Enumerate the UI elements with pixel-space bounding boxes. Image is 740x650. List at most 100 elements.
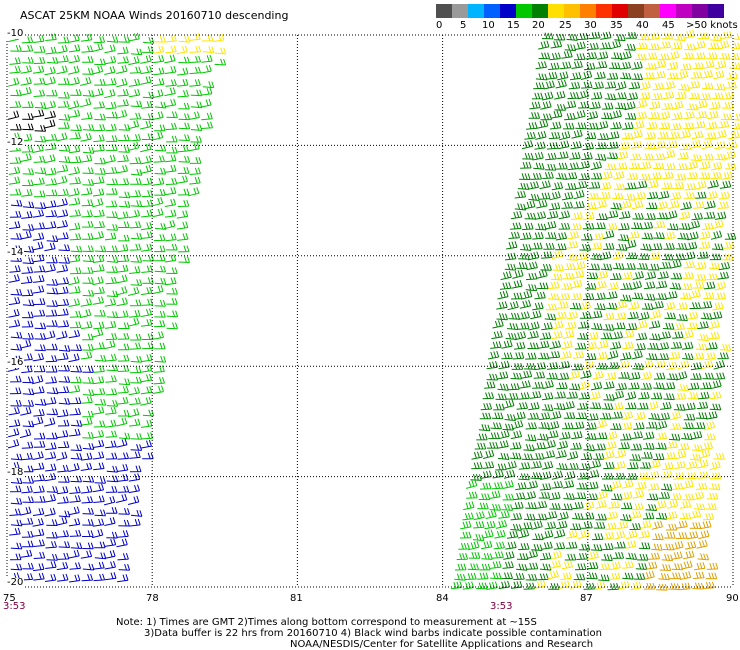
wind-barb: [628, 162, 641, 170]
wind-barb: [92, 296, 104, 305]
wind-barb: [152, 89, 164, 99]
wind-barb: [118, 221, 130, 228]
wind-barb: [645, 62, 657, 70]
wind-barb: [537, 352, 550, 360]
wind-barbs: [7, 29, 740, 591]
wind-barb: [8, 176, 21, 185]
wind-barb: [603, 242, 615, 250]
wind-barb: [21, 441, 34, 449]
wind-barb: [545, 510, 558, 520]
wind-barb: [686, 531, 699, 540]
wind-barb: [153, 365, 165, 373]
wind-barb: [683, 111, 695, 120]
wind-barb: [620, 513, 632, 522]
wind-barb: [93, 264, 105, 273]
wind-barb: [94, 354, 107, 362]
legend-color-block: [500, 4, 516, 18]
wind-barb: [643, 442, 655, 450]
wind-barb: [608, 131, 620, 140]
wind-barb: [106, 188, 118, 195]
wind-barb: [10, 343, 23, 351]
wind-barb: [69, 562, 81, 570]
wind-barb: [21, 530, 34, 538]
wind-barb: [538, 491, 551, 499]
wind-barb: [594, 302, 606, 311]
wind-barb: [140, 419, 153, 428]
wind-barb: [105, 101, 117, 110]
wind-barb: [46, 278, 58, 286]
wind-barb: [566, 311, 579, 320]
wind-barb: [674, 460, 686, 469]
wind-barb: [9, 387, 22, 395]
wind-barb: [46, 553, 58, 561]
wind-barb: [577, 332, 589, 340]
wind-barb: [663, 301, 676, 311]
wind-barb: [32, 507, 45, 516]
wind-barb: [551, 480, 563, 489]
wind-barb: [79, 308, 92, 319]
wind-barb: [46, 287, 59, 295]
wind-barb: [82, 124, 95, 131]
wind-barb: [533, 371, 546, 379]
wind-barb: [525, 272, 538, 281]
wind-barb: [684, 182, 696, 191]
wind-barb: [93, 420, 106, 428]
wind-barb: [558, 140, 570, 150]
wind-barb: [708, 262, 721, 270]
lon-label: 75: [3, 593, 16, 604]
wind-barb: [93, 462, 105, 471]
wind-barb: [33, 551, 46, 559]
wind-barb: [605, 522, 617, 530]
wind-barb: [566, 241, 579, 249]
wind-barb: [33, 309, 46, 317]
wind-barb: [130, 48, 143, 56]
wind-barb: [708, 331, 720, 340]
wind-barb: [682, 352, 694, 361]
wind-barb: [517, 529, 530, 539]
note-line-3: NOAA/NESDIS/Center for Satellite Applica…: [290, 639, 594, 650]
wind-barb: [677, 442, 690, 451]
wind-barb: [564, 553, 577, 561]
wind-barb: [128, 78, 141, 87]
wind-barb: [635, 332, 648, 341]
wind-barb: [128, 473, 141, 482]
wind-barb: [178, 256, 190, 263]
wind-barb: [118, 200, 131, 208]
wind-barb: [57, 386, 70, 394]
wind-barb: [82, 277, 94, 284]
wind-barb: [663, 382, 676, 390]
wind-barb: [614, 541, 626, 549]
wind-barb: [637, 472, 649, 480]
wind-barb: [555, 232, 568, 241]
wind-barb: [44, 110, 56, 120]
wind-barb: [482, 461, 495, 469]
wind-barb: [615, 92, 627, 100]
wind-barb: [479, 412, 492, 420]
wind-barb: [706, 492, 719, 500]
lat-label: -10: [6, 28, 25, 39]
wind-barb: [82, 376, 94, 384]
wind-barb: [21, 44, 34, 52]
legend-label: 45: [662, 20, 675, 31]
wind-barb: [520, 161, 532, 169]
wind-barb: [104, 517, 116, 526]
wind-barb: [44, 76, 56, 86]
wind-barb: [81, 396, 93, 404]
wind-barb: [502, 423, 514, 431]
wind-barb: [518, 542, 530, 551]
wind-barb: [81, 452, 93, 461]
wind-barb: [153, 78, 165, 87]
wind-barb: [538, 40, 550, 50]
wind-barb: [573, 189, 585, 200]
wind-barb: [570, 279, 583, 289]
wind-barb: [662, 91, 675, 100]
wind-barb: [649, 459, 661, 469]
wind-barb: [165, 79, 177, 87]
wind-barb: [585, 432, 597, 440]
wind-barb: [658, 122, 671, 130]
wind-barb: [20, 77, 32, 86]
wind-barb: [603, 461, 615, 470]
wind-barb: [22, 332, 34, 340]
wind-barb: [654, 140, 666, 149]
wind-barb: [653, 232, 665, 240]
